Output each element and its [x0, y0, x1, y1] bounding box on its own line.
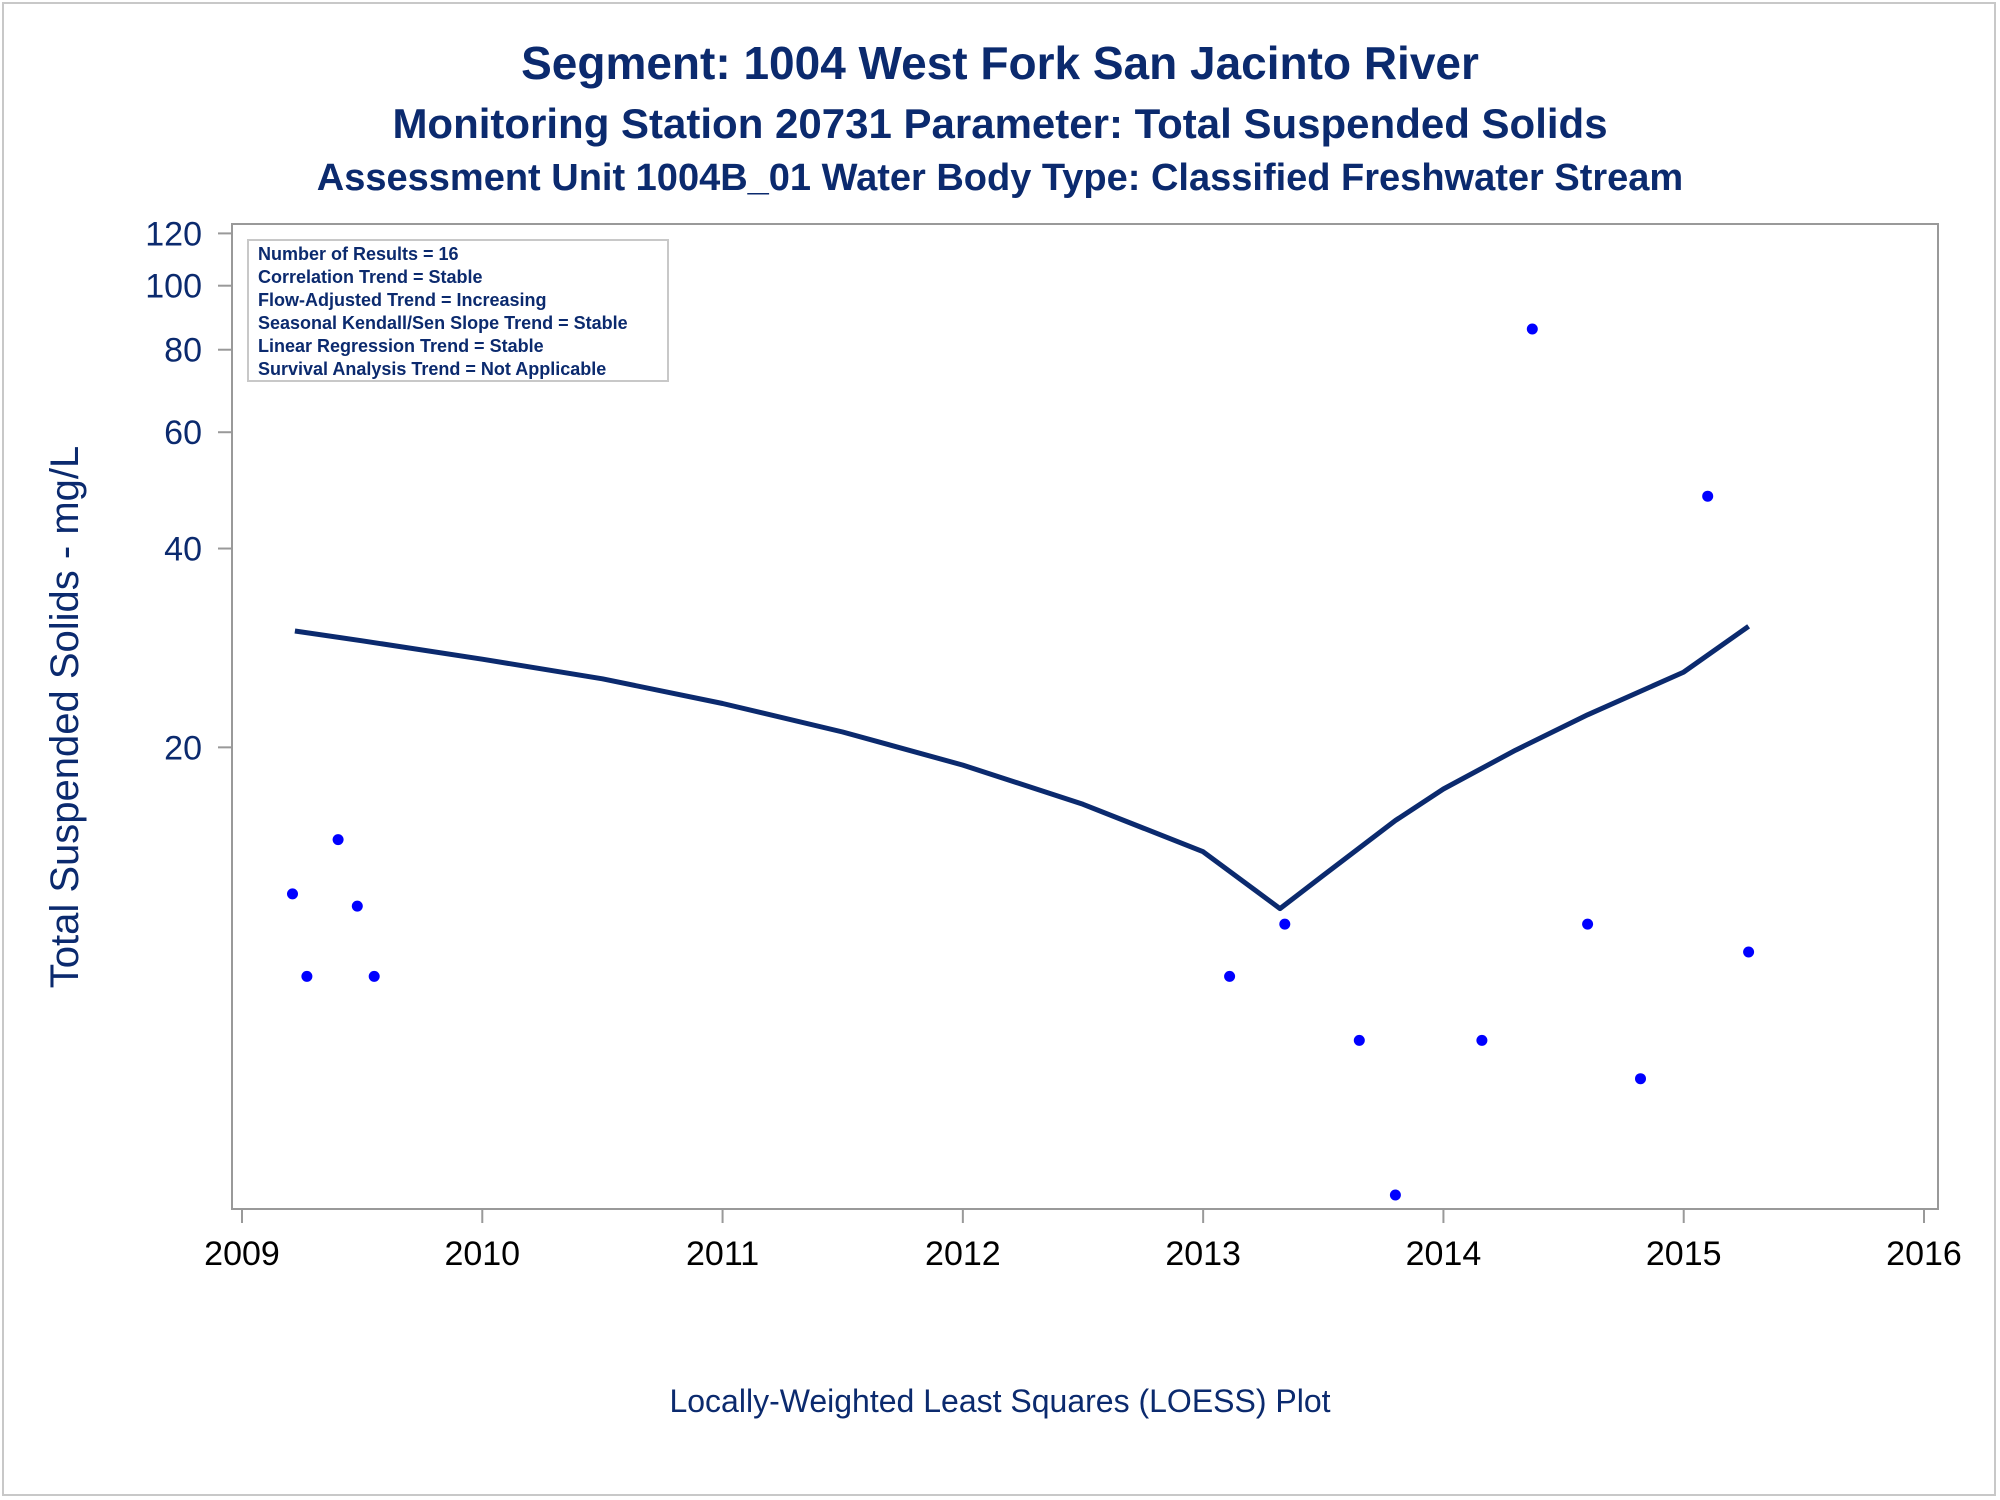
- stats-line-linear-regression: Linear Regression Trend = Stable: [258, 336, 544, 356]
- chart-subtitle: Monitoring Station 20731 Parameter: Tota…: [392, 100, 1607, 147]
- data-point: [368, 970, 380, 982]
- y-tick-label-80: 80: [164, 332, 202, 370]
- stats-line-survival-analysis: Survival Analysis Trend = Not Applicable: [258, 359, 606, 379]
- y-tick-label-60: 60: [164, 414, 202, 452]
- data-point: [1476, 1034, 1488, 1046]
- data-point: [332, 834, 344, 846]
- y-axis-label: Total Suspended Solids - mg/L: [43, 446, 87, 989]
- x-tick-label-2014: 2014: [1406, 1235, 1482, 1273]
- plot-area: [231, 223, 1939, 1210]
- chart-subtitle-2: Assessment Unit 1004B_01 Water Body Type…: [317, 157, 1683, 199]
- y-axis: 20 40 60 80 100 120: [145, 215, 232, 767]
- x-tick-label-2011: 2011: [686, 1235, 759, 1273]
- stats-line-correlation: Correlation Trend = Stable: [258, 267, 483, 287]
- stats-box-border: [247, 239, 669, 382]
- data-point: [287, 888, 298, 900]
- data-point: [1702, 490, 1714, 502]
- stats-line-results: Number of Results = 16: [258, 244, 459, 264]
- data-point: [1353, 1034, 1365, 1046]
- loess-line: [294, 624, 1751, 912]
- data-point: [1582, 918, 1594, 930]
- x-tick-label-2015: 2015: [1646, 1235, 1722, 1273]
- stats-box: Number of Results = 16 Correlation Trend…: [247, 239, 669, 382]
- chart-footer: Locally-Weighted Least Squares (LOESS) P…: [669, 1383, 1330, 1419]
- y-tick-label-20: 20: [164, 729, 202, 767]
- data-point: [1279, 918, 1291, 930]
- data-point: [1389, 1189, 1401, 1201]
- x-axis: 2009 2010 2011 2012 2013 2014 2015 2016: [204, 1209, 1962, 1273]
- x-tick-label-2010: 2010: [444, 1235, 520, 1273]
- x-tick-label-2012: 2012: [925, 1235, 1001, 1273]
- data-point: [351, 900, 363, 912]
- y-tick-label-40: 40: [164, 531, 202, 569]
- data-point: [1224, 970, 1236, 982]
- y-tick-label-120: 120: [145, 215, 202, 253]
- x-tick-label-2013: 2013: [1165, 1235, 1241, 1273]
- data-point: [301, 970, 313, 982]
- y-tick-label-100: 100: [145, 268, 202, 306]
- data-point: [1526, 323, 1538, 335]
- x-tick-label-2016: 2016: [1886, 1235, 1962, 1273]
- data-point: [1635, 1073, 1646, 1085]
- chart-title: Segment: 1004 West Fork San Jacinto Rive…: [521, 37, 1479, 89]
- stats-line-seasonal-kendall: Seasonal Kendall/Sen Slope Trend = Stabl…: [258, 313, 628, 333]
- x-tick-label-2009: 2009: [204, 1235, 280, 1273]
- plot-series: [287, 240, 1755, 1201]
- stats-line-flow-adjusted: Flow-Adjusted Trend = Increasing: [258, 290, 547, 310]
- data-point: [1743, 946, 1755, 958]
